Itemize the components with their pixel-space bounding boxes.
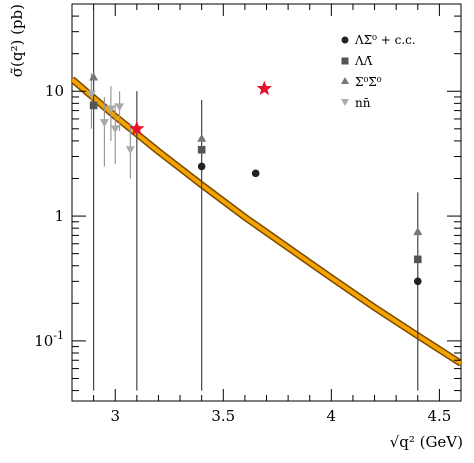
x-tick-label: 3.5 [211, 407, 235, 425]
x-axis-title: √q² (GeV) [390, 433, 463, 451]
legend-marker-n-nbar [341, 99, 349, 106]
fit-band-edge [72, 76, 461, 367]
data-point-star [129, 120, 145, 136]
data-point-circle [197, 162, 206, 171]
data-markers [86, 72, 423, 286]
x-tick-label: 4.5 [427, 407, 451, 425]
y-axis-title: σ̃(q²) (pb) [8, 4, 26, 77]
data-point-triangle-down [110, 125, 120, 134]
data-point-triangle-up [89, 72, 99, 81]
legend-label-n-nbar: nn̄ [355, 96, 371, 110]
x-tick-label: 4 [327, 407, 337, 425]
data-point-triangle-down [86, 90, 96, 99]
data-point-triangle-down [106, 105, 116, 114]
legend: ΛΣ̄⁰ + c.c. ΛΛ̄ Σ⁰Σ̄⁰ nn̄ [341, 33, 416, 110]
legend-marker-sigma-sigma [341, 77, 349, 84]
data-point-triangle-down [125, 146, 135, 155]
data-point-star [256, 80, 272, 96]
data-point-triangle-down [115, 103, 125, 112]
data-point-square [197, 145, 206, 154]
legend-label-sigma-sigma: Σ⁰Σ̄⁰ [355, 75, 382, 89]
legend-label-lambda-lambda: ΛΛ̄ [354, 54, 373, 68]
data-point-square [413, 255, 422, 264]
data-point-square [89, 101, 98, 110]
plot-frame [71, 3, 462, 402]
x-tick-label: 3 [110, 407, 120, 425]
data-point-triangle-down [99, 119, 109, 128]
axis-ticks: 3 3.5 4 4.5 10 1 10-1 [34, 3, 462, 425]
fit-band-fill [72, 77, 461, 366]
y-tick-label: 1 [54, 207, 64, 225]
fit-band [72, 76, 461, 367]
legend-marker-lambda-sigma [341, 36, 349, 44]
y-tick-label: 10-1 [34, 329, 64, 350]
legend-label-lambda-sigma: ΛΣ̄⁰ + c.c. [354, 33, 416, 47]
y-tick-label: 10 [45, 82, 64, 100]
data-point-circle [413, 277, 422, 286]
data-point-triangle-up [413, 227, 423, 236]
data-point-triangle-up [197, 133, 207, 142]
legend-marker-lambda-lambda [341, 57, 349, 65]
data-point-circle [251, 169, 260, 178]
